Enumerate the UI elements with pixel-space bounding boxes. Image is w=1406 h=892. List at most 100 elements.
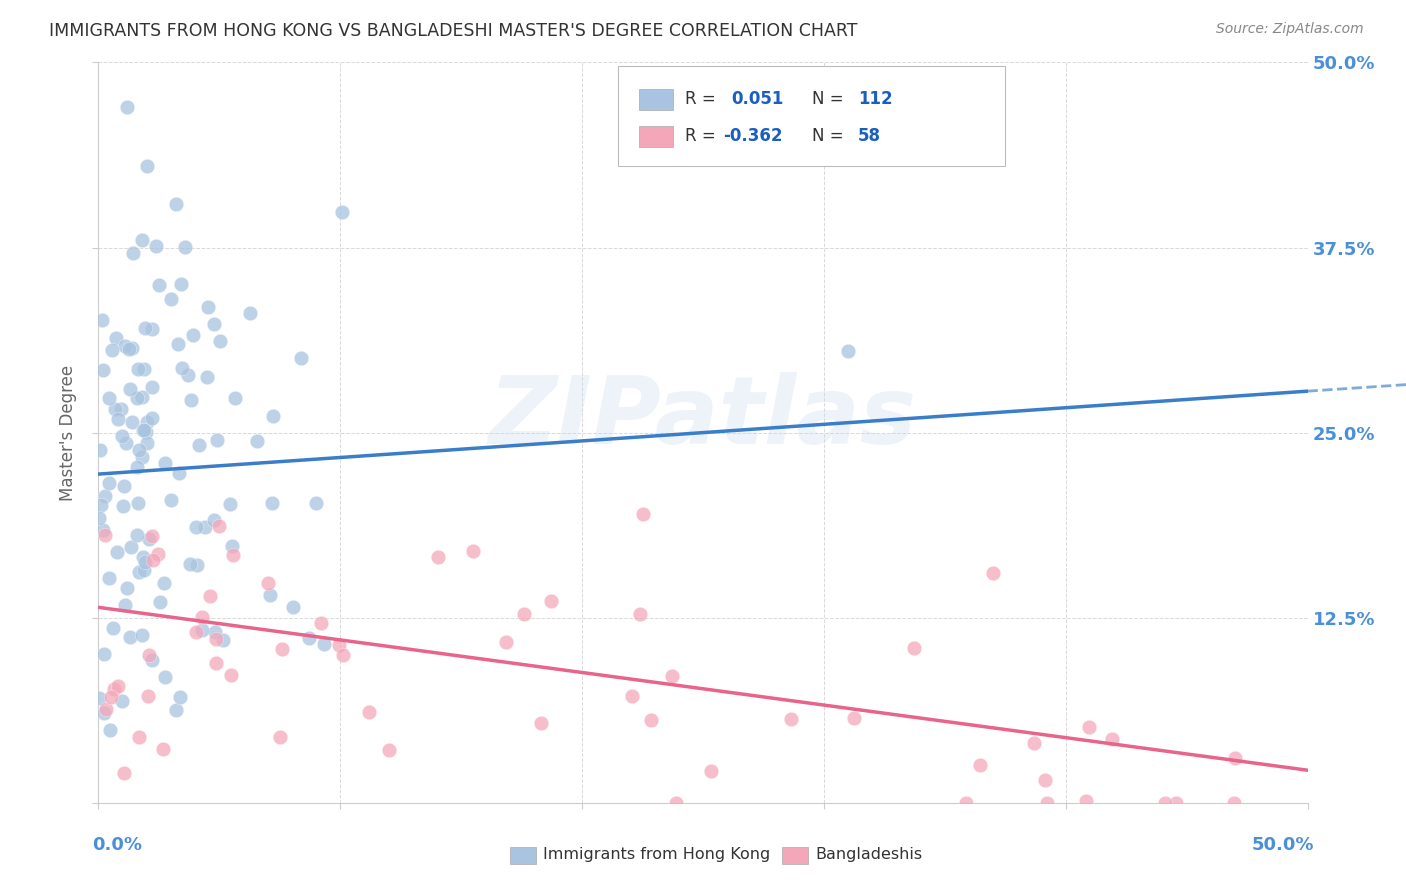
Point: [111, 429, 134, 443]
Point: [118, 343, 141, 357]
Point: [112, 766, 135, 780]
Point: [91, 363, 114, 377]
Point: [87, 511, 110, 525]
Point: [141, 379, 163, 393]
Point: [700, 764, 723, 778]
Text: -0.362: -0.362: [724, 128, 783, 145]
Point: [837, 344, 859, 359]
Point: [111, 694, 134, 708]
Point: [89, 442, 111, 457]
Point: [135, 436, 157, 450]
Point: [104, 402, 127, 417]
FancyBboxPatch shape: [638, 89, 673, 110]
Point: [121, 415, 143, 429]
Text: N =: N =: [811, 128, 849, 145]
Point: [112, 479, 135, 493]
Point: [221, 539, 243, 553]
Point: [314, 637, 336, 651]
Point: [780, 712, 803, 726]
Point: [127, 459, 149, 474]
Point: [87, 691, 110, 706]
Text: Immigrants from Hong Kong: Immigrants from Hong Kong: [543, 847, 770, 863]
Point: [281, 599, 304, 614]
Point: [134, 320, 156, 334]
Point: [195, 370, 218, 384]
Point: [127, 362, 149, 376]
Point: [101, 621, 124, 635]
Text: 50.0%: 50.0%: [1251, 836, 1313, 855]
Point: [513, 607, 536, 621]
Point: [1033, 772, 1056, 787]
Point: [141, 322, 163, 336]
Point: [152, 742, 174, 756]
Point: [378, 743, 401, 757]
Point: [1223, 751, 1246, 765]
Point: [145, 239, 167, 253]
Point: [205, 656, 228, 670]
Point: [136, 689, 159, 703]
Point: [270, 642, 292, 657]
Point: [540, 594, 562, 608]
Point: [1076, 794, 1098, 808]
Text: 0.0%: 0.0%: [93, 836, 142, 855]
Point: [191, 624, 214, 638]
Point: [110, 402, 132, 417]
Point: [167, 336, 190, 351]
Point: [148, 548, 170, 562]
Point: [104, 331, 127, 345]
Text: ZIPatlas: ZIPatlas: [489, 372, 917, 464]
Point: [842, 710, 865, 724]
Point: [125, 528, 148, 542]
Point: [426, 549, 449, 564]
Point: [132, 563, 155, 577]
Point: [198, 589, 221, 603]
Point: [128, 730, 150, 744]
Point: [205, 632, 228, 646]
Point: [97, 571, 120, 585]
Point: [181, 327, 204, 342]
Point: [120, 382, 142, 396]
Point: [169, 690, 191, 705]
Point: [955, 796, 977, 810]
Point: [202, 317, 225, 331]
Point: [114, 598, 136, 612]
Text: Source: ZipAtlas.com: Source: ZipAtlas.com: [1216, 22, 1364, 37]
Point: [138, 648, 160, 663]
Point: [212, 633, 235, 648]
Point: [332, 648, 354, 662]
Point: [179, 558, 201, 572]
Point: [90, 498, 112, 512]
Point: [180, 393, 202, 408]
Point: [132, 423, 155, 437]
Y-axis label: Master's Degree: Master's Degree: [59, 365, 77, 500]
Point: [298, 631, 321, 645]
Point: [160, 293, 183, 307]
Point: [495, 635, 517, 649]
Point: [141, 529, 163, 543]
Point: [97, 391, 120, 405]
Point: [91, 313, 114, 327]
Point: [98, 476, 121, 491]
FancyBboxPatch shape: [638, 126, 673, 147]
Point: [665, 796, 688, 810]
Point: [259, 588, 281, 602]
Point: [107, 545, 129, 559]
Point: [191, 610, 214, 624]
Point: [305, 496, 328, 510]
Point: [142, 553, 165, 567]
Point: [224, 391, 246, 405]
Point: [194, 519, 217, 533]
Point: [621, 690, 644, 704]
Point: [202, 513, 225, 527]
FancyBboxPatch shape: [619, 66, 1005, 166]
Point: [114, 339, 136, 353]
Point: [107, 411, 129, 425]
Text: 0.051: 0.051: [731, 90, 783, 109]
Point: [152, 575, 174, 590]
Point: [197, 300, 219, 314]
Point: [115, 581, 138, 595]
Point: [94, 702, 117, 716]
Point: [1166, 796, 1188, 810]
Point: [1078, 720, 1101, 734]
Point: [170, 277, 193, 292]
